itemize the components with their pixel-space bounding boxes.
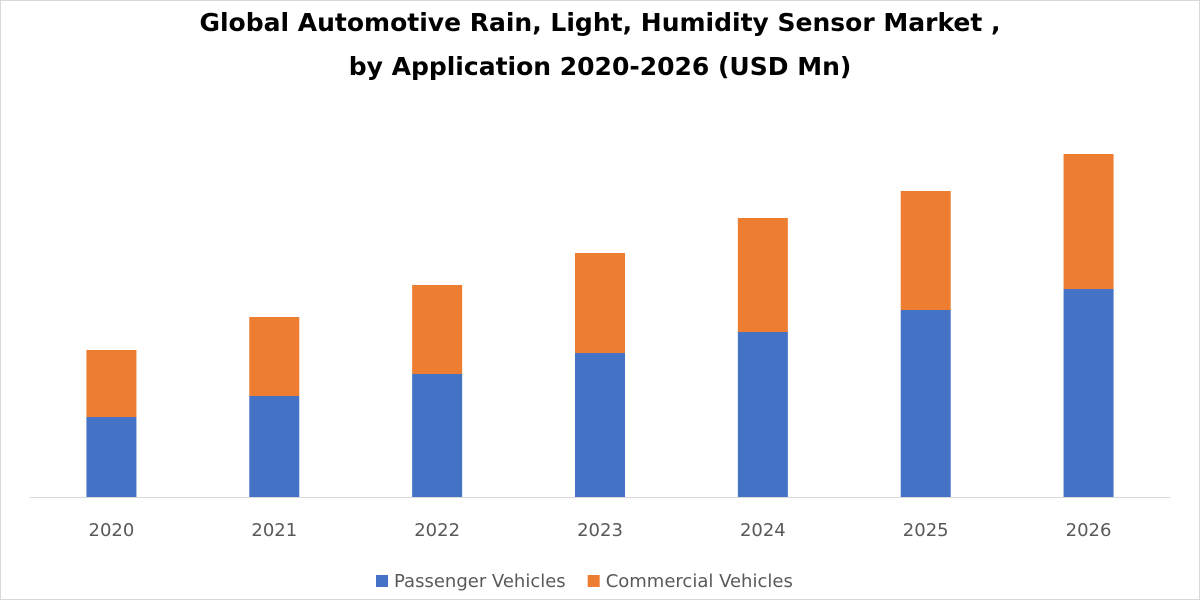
x-tick-label: 2020 — [89, 520, 135, 541]
chart-title: Global Automotive Rain, Light, Humidity … — [199, 8, 1000, 37]
x-tick-label: 2022 — [414, 520, 460, 541]
x-tick-label: 2024 — [740, 520, 786, 541]
bar-segment — [575, 353, 625, 497]
x-tick-label: 2026 — [1066, 520, 1112, 541]
x-tick-label: 2023 — [577, 520, 623, 541]
legend-label: Commercial Vehicles — [606, 571, 793, 592]
bar-segment — [249, 317, 300, 396]
bar-segment — [900, 191, 951, 310]
bar-segment — [412, 285, 463, 374]
x-tick-label: 2021 — [251, 520, 297, 541]
bar-segment — [412, 374, 463, 497]
bar-segment — [249, 396, 300, 497]
bar-segment — [1063, 289, 1114, 497]
legend-label: Passenger Vehicles — [394, 571, 566, 592]
legend-swatch — [587, 575, 600, 587]
bar-segment — [900, 310, 951, 497]
bar-segment — [737, 332, 788, 497]
bar-segment — [86, 417, 137, 497]
bar-segment — [1063, 154, 1114, 289]
chart-title: by Application 2020-2026 (USD Mn) — [349, 52, 852, 81]
bar-segment — [575, 253, 625, 353]
x-tick-label: 2025 — [903, 520, 949, 541]
bar-segment — [86, 350, 137, 417]
bar-segment — [737, 218, 788, 332]
legend-swatch — [376, 575, 388, 587]
